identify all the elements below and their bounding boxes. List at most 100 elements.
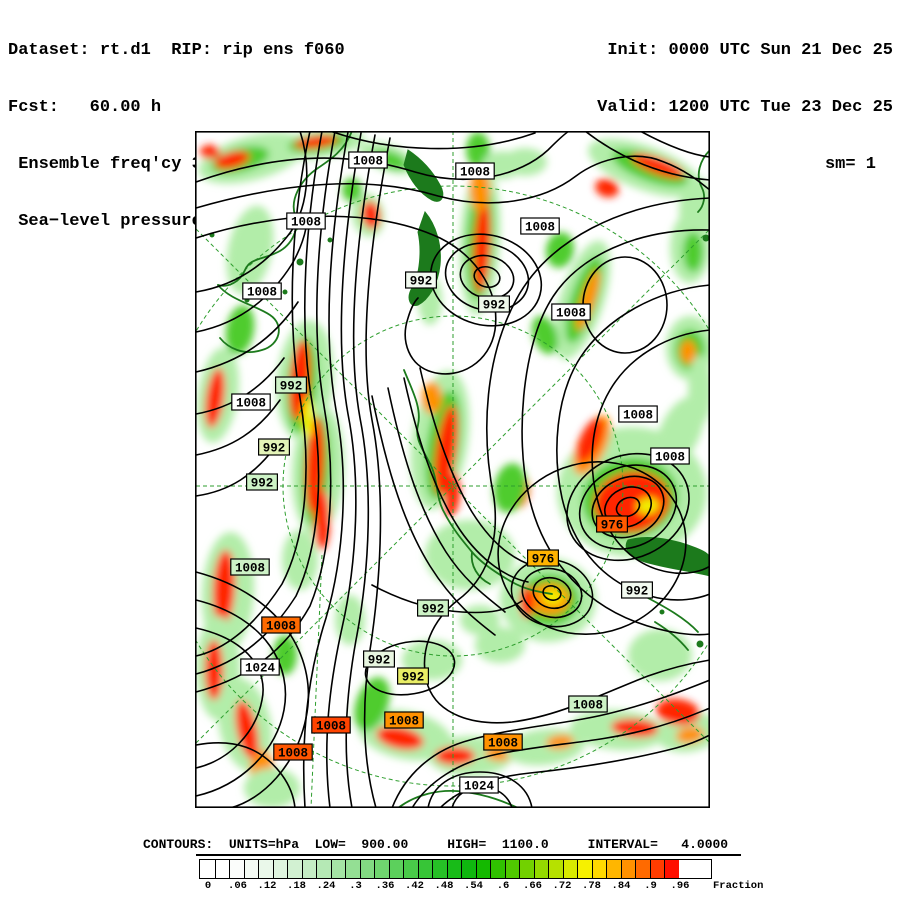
colorbar-cell: [330, 860, 345, 878]
contour-label: 992: [363, 650, 396, 668]
colorbar-cell: [461, 860, 476, 878]
contour-label: 1008: [520, 217, 560, 235]
colorbar: 0 .06 .12 .18 .24 .3 .36 .42 .48 .54 .6 .66 .72 .78 .8…: [199, 859, 763, 893]
colorbar-cell: [287, 860, 302, 878]
colorbar-cell: [316, 860, 331, 878]
contour-label: 992: [397, 667, 430, 685]
svg-text:1024: 1024: [245, 662, 276, 676]
colorbar-cell: [577, 860, 592, 878]
svg-text:992: 992: [263, 442, 286, 456]
svg-text:1024: 1024: [464, 780, 495, 794]
colorbar-cell: [417, 860, 432, 878]
svg-text:1008: 1008: [655, 451, 685, 465]
svg-text:1008: 1008: [573, 699, 603, 713]
colorbar-tick-label: .66: [523, 880, 542, 892]
colorbar-unit-label: Fraction: [713, 880, 764, 892]
colorbar-cells: [199, 859, 712, 879]
svg-text:1008: 1008: [247, 286, 277, 300]
colorbar-tick-label: .84: [611, 880, 631, 892]
svg-text:1008: 1008: [236, 397, 266, 411]
colorbar-tick-label: .6: [496, 880, 510, 892]
contour-label: 976: [595, 515, 628, 533]
colorbar-tick-label: .72: [552, 880, 572, 892]
smoothing-line: sm= 1: [824, 155, 876, 174]
contour-label: 1008: [650, 447, 690, 465]
colorbar-cell: [504, 860, 519, 878]
svg-text:1008: 1008: [291, 216, 321, 230]
colorbar-tick-label: .9: [644, 880, 657, 892]
svg-text:1008: 1008: [353, 155, 383, 169]
forecast-map: 1008 1008 1008 1008 1008 992 992 1008 992 1008 100…: [195, 131, 710, 808]
svg-text:1008: 1008: [525, 221, 555, 235]
svg-text:1008: 1008: [623, 409, 653, 423]
colorbar-cell: [388, 860, 403, 878]
contour-label: 1008: [311, 716, 351, 734]
colorbar-cell: [272, 860, 287, 878]
contour-label: 1008: [230, 558, 270, 576]
colorbar-tick-label: .42: [405, 880, 424, 892]
colorbar-tick-label: .3: [349, 880, 362, 892]
svg-text:1008: 1008: [278, 747, 308, 761]
init-time-line: Init: 0000 UTC Sun 21 Dec 25: [607, 41, 893, 60]
colorbar-cell: [359, 860, 374, 878]
header-right-block: Init: 0000 UTC Sun 21 Dec 25 Valid: 1200…: [597, 3, 893, 193]
svg-text:1008: 1008: [460, 166, 490, 180]
colorbar-tick-label: .24: [316, 880, 336, 892]
colorbar-cell: [649, 860, 664, 878]
contour-label: 1008: [286, 212, 326, 230]
contour-label: 1008: [384, 711, 424, 729]
svg-text:992: 992: [422, 603, 445, 617]
svg-text:1008: 1008: [266, 620, 296, 634]
svg-text:976: 976: [532, 553, 555, 567]
colorbar-cell: [635, 860, 650, 878]
colorbar-tick-label: .06: [228, 880, 247, 892]
colorbar-cell: [229, 860, 244, 878]
colorbar-cell: [258, 860, 273, 878]
svg-text:992: 992: [483, 299, 506, 313]
colorbar-tick-label: .48: [434, 880, 454, 892]
colorbar-cell: [591, 860, 606, 878]
colorbar-tick-label: .54: [464, 880, 483, 892]
svg-text:992: 992: [410, 275, 433, 289]
contour-label: 976: [526, 549, 559, 567]
contour-label: 992: [275, 376, 308, 394]
contour-label: 1008: [261, 616, 301, 634]
contour-label: 1008: [618, 405, 658, 423]
colorbar-cell: [606, 860, 621, 878]
contour-label: 1008: [483, 733, 523, 751]
colorbar-cell: [345, 860, 360, 878]
svg-text:1008: 1008: [316, 720, 346, 734]
svg-text:992: 992: [626, 585, 649, 599]
contour-label: 1008: [348, 151, 388, 169]
colorbar-cell: [519, 860, 534, 878]
svg-text:992: 992: [402, 671, 425, 685]
colorbar-cell: [214, 860, 229, 878]
map-frame: [195, 131, 710, 808]
contour-label: 992: [620, 581, 653, 599]
colorbar-tick-label: .36: [375, 880, 395, 892]
colorbar-cell: [200, 860, 215, 878]
contour-label: 992: [258, 438, 291, 456]
colorbar-cell: [533, 860, 548, 878]
svg-text:1008: 1008: [556, 307, 586, 321]
contour-label: 992: [405, 271, 438, 289]
svg-text:992: 992: [280, 380, 303, 394]
colorbar-cell: [548, 860, 563, 878]
colorbar-cell: [664, 860, 679, 878]
contour-label: 1024: [459, 776, 499, 794]
svg-text:1008: 1008: [488, 737, 518, 751]
contour-label: 1008: [551, 303, 591, 321]
contour-label: 1008: [231, 393, 271, 411]
contour-label: 992: [478, 295, 511, 313]
svg-text:976: 976: [601, 519, 624, 533]
colorbar-cell: [301, 860, 316, 878]
colorbar-tick-label: 0: [204, 880, 212, 892]
colorbar-tick-label: .78: [582, 880, 601, 892]
colorbar-tick-label: .12: [257, 880, 277, 892]
contour-info-line: CONTOURS: UNITS=hPa LOW= 900.00 HIGH= 11…: [143, 837, 729, 852]
contour-label: 1008: [568, 695, 608, 713]
dataset-line: Dataset: rt.d1 RIP: rip ens f060: [8, 41, 345, 60]
forecast-hour-line: Fcst: 60.00 h: [8, 98, 162, 117]
contour-label: 1008: [455, 162, 495, 180]
